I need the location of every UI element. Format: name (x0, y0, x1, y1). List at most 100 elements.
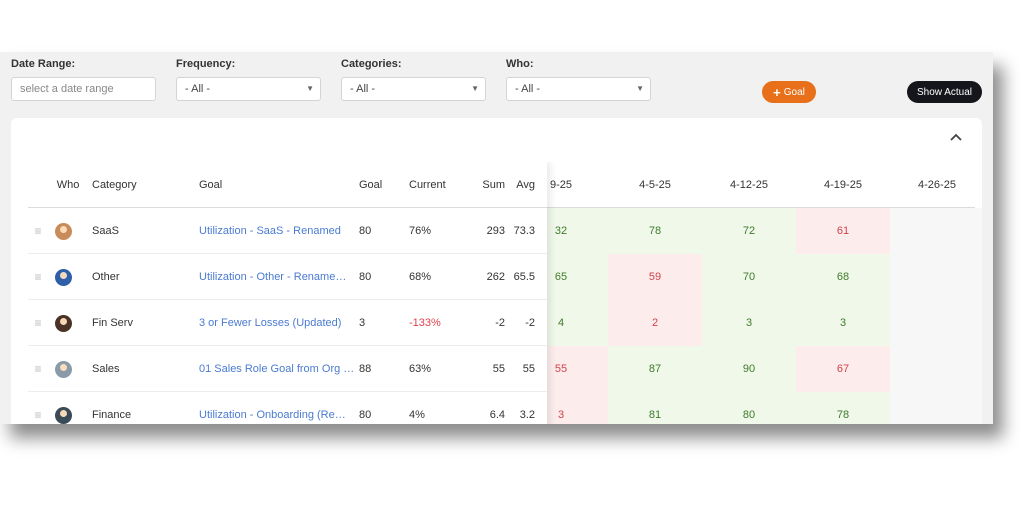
week-header[interactable]: 4-26-25 (918, 179, 956, 191)
avg-cell: 65.5 (513, 271, 535, 283)
fixed-columns-background (28, 162, 547, 424)
filter-bar: Date Range: select a date range Frequenc… (0, 52, 993, 112)
fixed-columns: Who Category Goal Goal Current Sum Avg ≡ SaaS Uti… (28, 162, 547, 424)
week-value-cell[interactable]: 87 (608, 346, 702, 392)
avatar (53, 346, 73, 392)
week-value-cell[interactable]: 3 (796, 300, 890, 346)
week-value-cell[interactable]: 68 (796, 254, 890, 300)
weekly-row: 32 78 72 61 (28, 208, 982, 254)
column-header-sum[interactable]: Sum (482, 179, 505, 191)
week-header[interactable]: 4-5-25 (639, 179, 671, 191)
who-select[interactable]: - All - ▼ (506, 77, 651, 101)
goal-value-cell: 80 (359, 225, 372, 237)
drag-handle-icon[interactable]: ≡ (34, 362, 42, 376)
sum-cell: 55 (492, 363, 505, 375)
avg-cell: 55 (522, 363, 535, 375)
frequency-label: Frequency: (176, 58, 236, 70)
column-header-avg[interactable]: Avg (516, 179, 535, 191)
date-range-label: Date Range: (11, 58, 76, 70)
column-header-goal[interactable]: Goal (199, 179, 223, 191)
current-cell: -133% (409, 317, 441, 329)
week-value-cell[interactable] (890, 346, 982, 392)
drag-handle-icon[interactable]: ≡ (34, 224, 42, 238)
show-actual-button[interactable]: Show Actual (907, 81, 982, 103)
week-value-cell[interactable]: 3 (702, 300, 796, 346)
date-range-input[interactable]: select a date range (11, 77, 156, 101)
goal-link[interactable]: Utilization - Onboarding (Re… (199, 409, 346, 421)
chevron-up-icon[interactable] (948, 130, 964, 146)
sum-cell: 6.4 (489, 409, 505, 421)
week-value-cell[interactable]: 81 (608, 392, 702, 424)
drag-handle-icon[interactable]: ≡ (34, 408, 42, 422)
week-value-cell[interactable]: 67 (796, 346, 890, 392)
table-row[interactable]: ≡ Other Utilization - Other - Rename… 80 68%… (28, 254, 547, 300)
goal-link[interactable]: 01 Sales Role Goal from Org … (199, 363, 354, 375)
chevron-down-icon: ▼ (471, 84, 479, 93)
avg-cell: -2 (525, 317, 535, 329)
frequency-select[interactable]: - All - ▼ (176, 77, 321, 101)
category-cell: Fin Serv (92, 317, 133, 329)
categories-value: - All - (350, 83, 376, 95)
avatar (53, 300, 73, 346)
goal-value-cell: 80 (359, 271, 372, 283)
avatar-image (54, 268, 72, 286)
who-value: - All - (515, 83, 541, 95)
goal-link[interactable]: Utilization - SaaS - Renamed (199, 225, 341, 237)
week-value-cell[interactable]: 80 (702, 392, 796, 424)
week-value-cell[interactable] (890, 254, 982, 300)
week-value-cell[interactable]: 90 (702, 346, 796, 392)
avatar-image (54, 406, 72, 424)
sum-cell: -2 (495, 317, 505, 329)
column-header-goal-value[interactable]: Goal (359, 179, 383, 191)
week-value-cell[interactable]: 78 (608, 208, 702, 254)
table-row[interactable]: ≡ SaaS Utilization - SaaS - Renamed 80 76% 29… (28, 208, 547, 254)
week-value-cell[interactable] (890, 208, 982, 254)
app-frame: Date Range: select a date range Frequenc… (0, 52, 993, 424)
table-row[interactable]: ≡ Sales 01 Sales Role Goal from Org … 88 63%… (28, 346, 547, 392)
week-value-cell[interactable]: 59 (608, 254, 702, 300)
table-header-row: Who Category Goal Goal Current Sum Avg (28, 162, 547, 208)
avatar-image (54, 314, 72, 332)
current-cell: 4% (409, 409, 425, 421)
table-row[interactable]: ≡ Fin Serv 3 or Fewer Losses (Updated) 3 -13… (28, 300, 547, 346)
avg-cell: 3.2 (519, 409, 535, 421)
chevron-down-icon: ▼ (636, 84, 644, 93)
categories-select[interactable]: - All - ▼ (341, 77, 486, 101)
chevron-down-icon: ▼ (306, 84, 314, 93)
weekly-columns: 9-25 4-5-25 4-12-25 4-19-25 4-26-25 32 78 72 61 6… (28, 162, 982, 424)
week-value-cell[interactable]: 2 (608, 300, 702, 346)
avatar-image (54, 360, 72, 378)
week-value-cell[interactable] (890, 392, 982, 424)
goal-link[interactable]: 3 or Fewer Losses (Updated) (199, 317, 342, 329)
goal-link[interactable]: Utilization - Other - Rename… (199, 271, 347, 283)
date-range-filter: Date Range: select a date range (11, 58, 156, 101)
column-header-current[interactable]: Current (409, 179, 446, 191)
who-label: Who: (506, 58, 534, 70)
table-row[interactable]: ≡ Finance Utilization - Onboarding (Re… 80 4… (28, 392, 547, 424)
column-header-who[interactable]: Who (56, 179, 80, 191)
week-header[interactable]: 4-19-25 (824, 179, 862, 191)
weekly-row: 65 59 70 68 (28, 254, 982, 300)
add-goal-button[interactable]: + Goal (762, 81, 816, 103)
current-cell: 63% (409, 363, 432, 375)
goals-table: 9-25 4-5-25 4-12-25 4-19-25 4-26-25 32 78 72 61 6… (28, 162, 982, 424)
drag-handle-icon[interactable]: ≡ (34, 270, 42, 284)
avatar-image (54, 222, 72, 240)
week-value-cell[interactable]: 72 (702, 208, 796, 254)
frequency-value: - All - (185, 83, 211, 95)
week-header[interactable]: 4-12-25 (730, 179, 768, 191)
week-value-cell[interactable] (890, 300, 982, 346)
week-value-cell[interactable]: 61 (796, 208, 890, 254)
categories-label: Categories: (341, 58, 402, 70)
category-cell: SaaS (92, 225, 119, 237)
category-cell: Sales (92, 363, 120, 375)
week-value-cell[interactable]: 78 (796, 392, 890, 424)
drag-handle-icon[interactable]: ≡ (34, 316, 42, 330)
avatar (53, 392, 73, 424)
category-cell: Other (92, 271, 120, 283)
week-value-cell[interactable]: 70 (702, 254, 796, 300)
week-header[interactable]: 9-25 (549, 179, 573, 191)
current-cell: 76% (409, 225, 432, 237)
column-header-category[interactable]: Category (92, 179, 137, 191)
